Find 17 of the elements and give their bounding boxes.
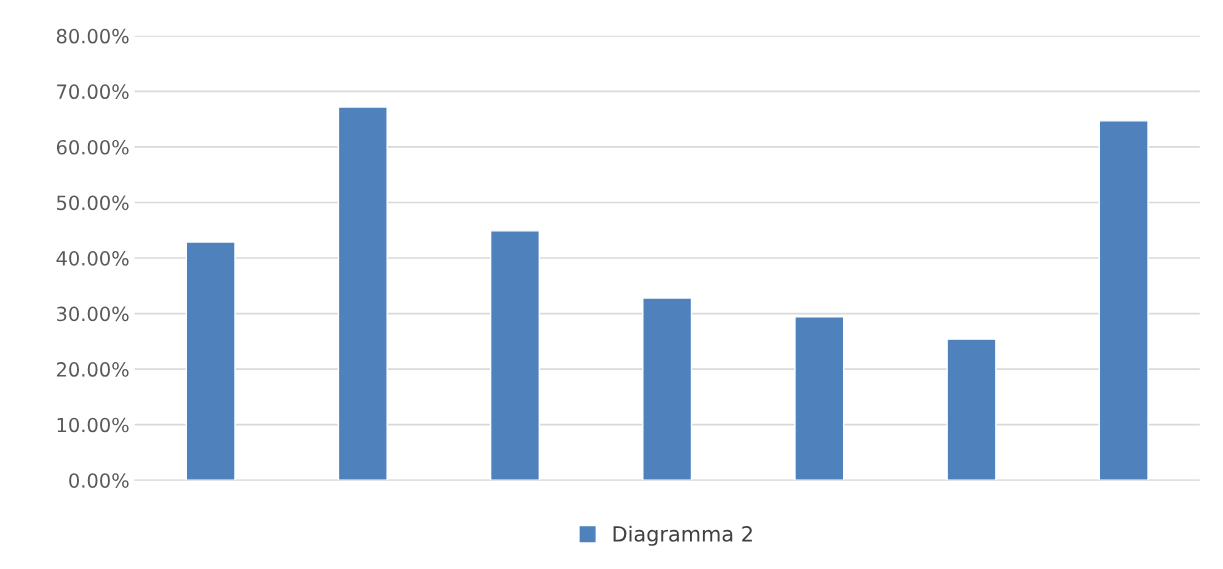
y-tick-label: 80.00% [56, 28, 129, 44]
y-tick-label: 0.00% [69, 473, 129, 488]
y-tick-label: 30.00% [57, 306, 129, 322]
bar [489, 230, 541, 481]
bar [337, 106, 388, 481]
bar [946, 338, 997, 481]
y-tick-label: 60.00% [56, 139, 129, 155]
legend-label: Diagramma 2 [613, 525, 752, 546]
bar [185, 241, 236, 481]
bar [794, 316, 845, 481]
bar [1098, 120, 1149, 481]
bar [642, 297, 693, 481]
y-tick-label: 40.00% [56, 251, 129, 266]
y-tick-label: 10.00% [57, 417, 129, 433]
y-tick-label: 50.00% [57, 195, 129, 211]
y-tick-label: 70.00% [57, 84, 129, 100]
y-tick-label: 20.00% [56, 362, 129, 377]
